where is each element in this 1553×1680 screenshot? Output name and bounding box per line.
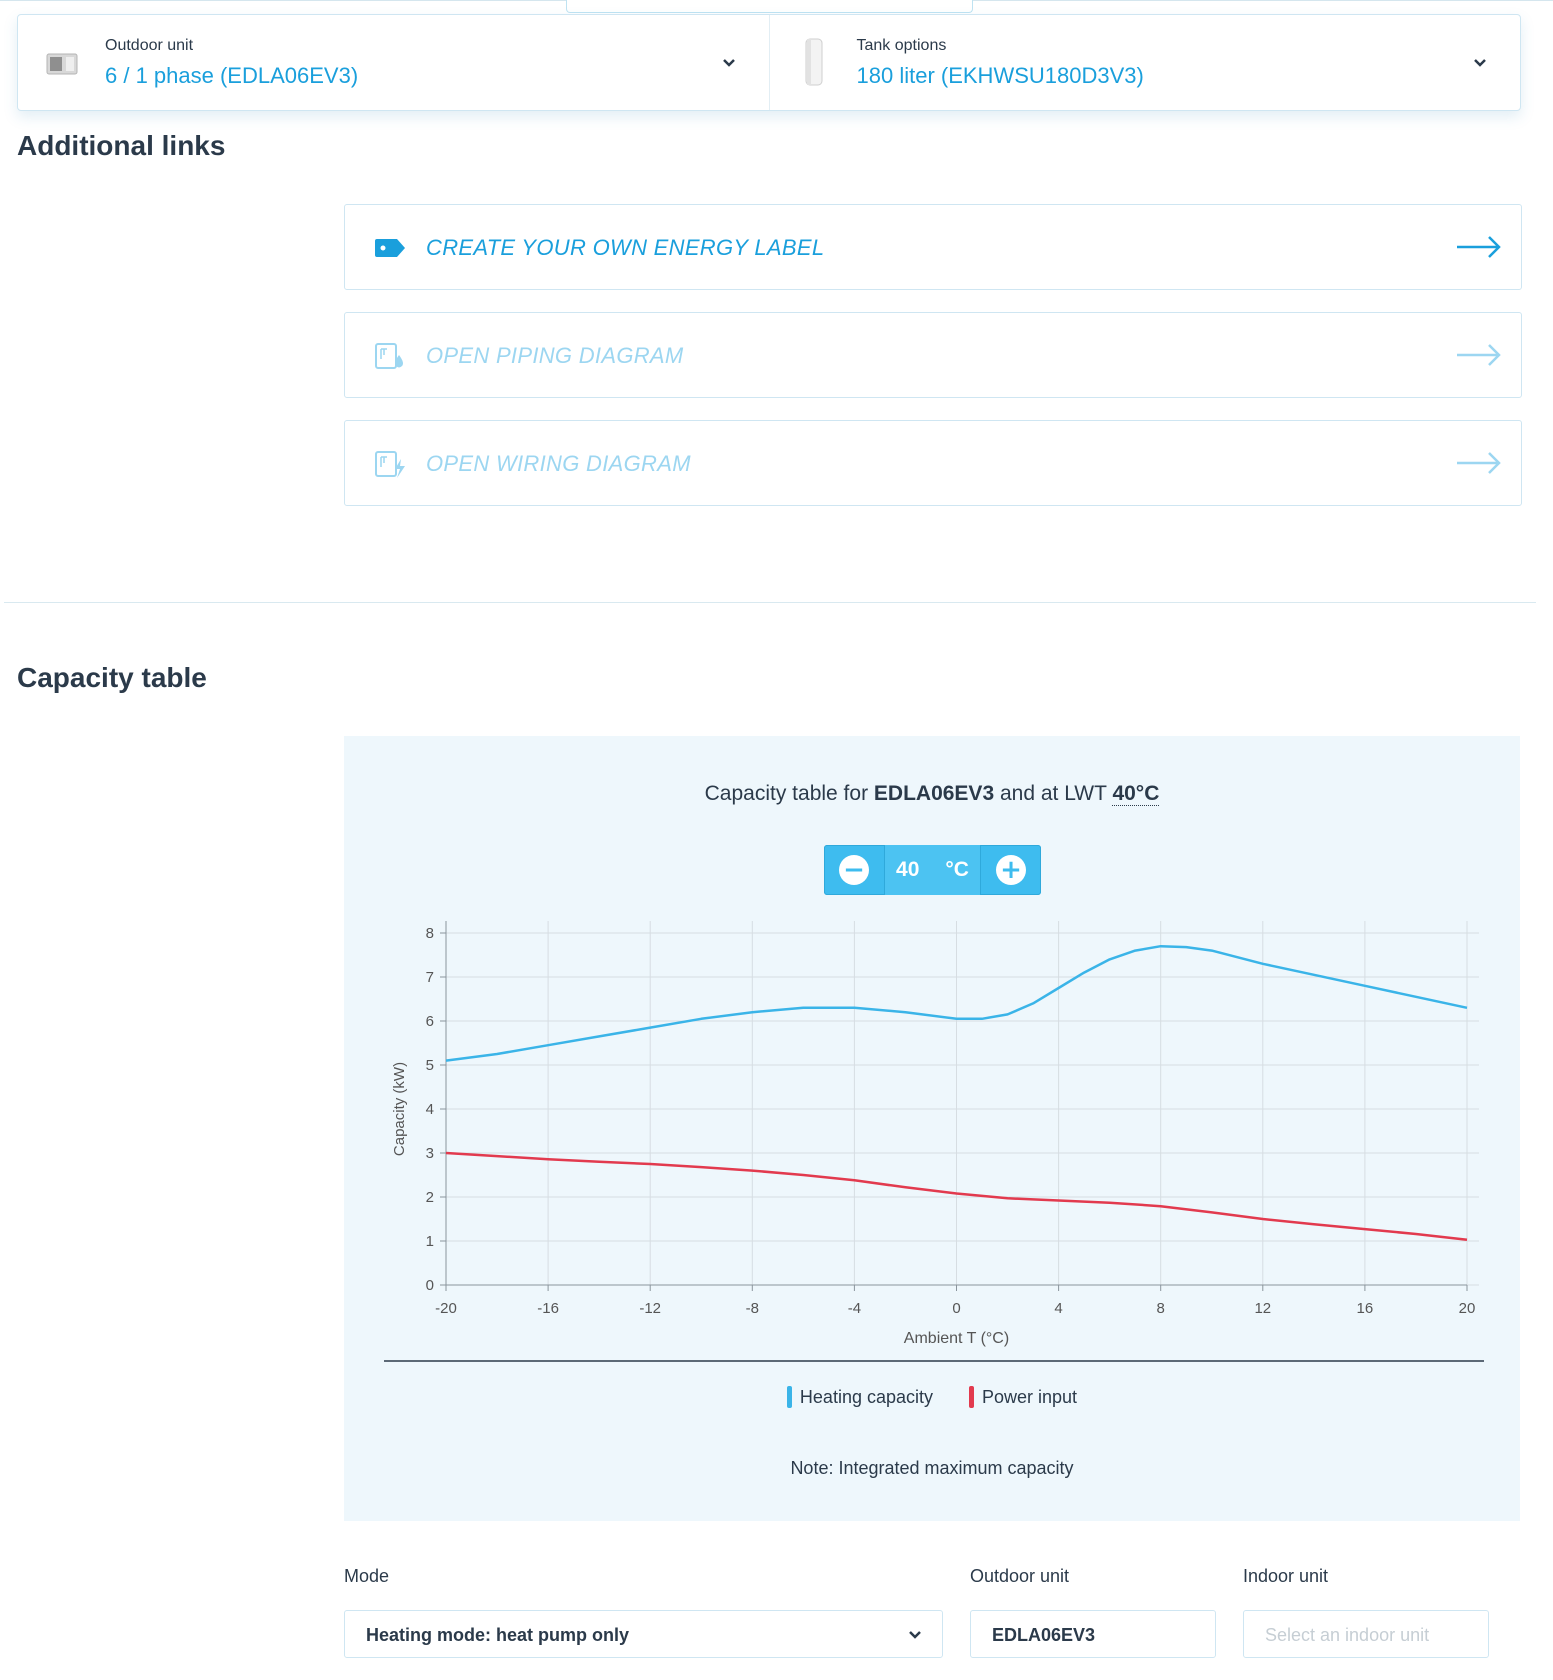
- legend-swatch-power: [969, 1386, 974, 1408]
- outdoor-unit-field-value: EDLA06EV3: [992, 1625, 1096, 1645]
- piping-diagram-link-text: OPEN PIPING DIAGRAM: [426, 343, 684, 368]
- y-axis-label: Capacity (kW): [391, 1062, 408, 1156]
- legend-label-power: Power input: [982, 1386, 1078, 1407]
- x-tick-label: -4: [848, 1300, 861, 1317]
- stepper-display: 40 °C: [884, 845, 981, 895]
- x-tick-label: 16: [1357, 1300, 1374, 1317]
- decrease-button[interactable]: −: [824, 845, 884, 895]
- top-tab[interactable]: [566, 0, 973, 13]
- outdoor-unit-selector[interactable]: Outdoor unit 6 / 1 phase (EDLA06EV3): [18, 15, 769, 110]
- chart-title-model: EDLA06EV3: [873, 782, 995, 805]
- series-line-power-input: [445, 1151, 1468, 1241]
- y-tick-label: 3: [426, 1145, 434, 1162]
- outdoor-unit-label: Outdoor unit: [105, 37, 194, 54]
- plot-area: [446, 921, 1479, 1285]
- mode-label: Mode: [344, 1566, 390, 1586]
- y-tick-label: 1: [426, 1233, 434, 1250]
- product-selector-bar: Outdoor unit 6 / 1 phase (EDLA06EV3) Tan…: [17, 14, 1521, 111]
- chart-title: Capacity table for EDLA06EV3 and at LWT …: [344, 782, 1520, 806]
- indoor-unit-field[interactable]: Select an indoor unit: [1243, 1610, 1489, 1658]
- piping-diagram-link[interactable]: OPEN PIPING DIAGRAM: [344, 312, 1522, 398]
- wiring-diagram-link-text: OPEN WIRING DIAGRAM: [426, 451, 691, 476]
- additional-links-heading: Additional links: [17, 130, 226, 161]
- arrow-right-icon: [1457, 452, 1501, 474]
- legend-heating-capacity[interactable]: Heating capacity: [786, 1386, 933, 1408]
- x-tick-label: 8: [1157, 1300, 1165, 1317]
- arrow-right-icon: [1457, 344, 1501, 366]
- x-tick-label: -16: [537, 1300, 559, 1317]
- y-tick-label: 2: [426, 1189, 434, 1206]
- section-divider: [4, 602, 1536, 603]
- energy-label-link-text: CREATE YOUR OWN ENERGY LABEL: [426, 235, 825, 260]
- wiring-diagram-link[interactable]: OPEN WIRING DIAGRAM: [344, 420, 1522, 506]
- piping-diagram-icon: [375, 343, 403, 369]
- y-tick-label: 4: [426, 1101, 434, 1118]
- outdoor-unit-field-label: Outdoor unit: [970, 1566, 1070, 1586]
- mode-value: Heating mode: heat pump only: [366, 1625, 630, 1645]
- x-tick-label: -20: [435, 1300, 457, 1317]
- legend-power-input[interactable]: Power input: [969, 1386, 1077, 1408]
- tank-options-label: Tank options: [856, 37, 947, 54]
- lwt-stepper: − 40 °C +: [824, 845, 1041, 895]
- y-tick-label: 5: [426, 1057, 434, 1074]
- legend-swatch-heating: [786, 1386, 792, 1408]
- tag-icon: [375, 239, 405, 257]
- tank-options-value[interactable]: 180 liter (EKHWSU180D3V3): [856, 63, 1144, 88]
- y-tick-label: 8: [426, 925, 434, 942]
- capacity-chart-panel: Capacity table for EDLA06EV3 and at LWT …: [344, 736, 1520, 1521]
- x-axis-label: Ambient T (°C): [904, 1330, 1009, 1347]
- stepper-value: 40: [896, 858, 920, 881]
- x-tick-label: 0: [952, 1300, 960, 1317]
- energy-label-link[interactable]: CREATE YOUR OWN ENERGY LABEL: [344, 204, 1522, 290]
- x-tick-label: -8: [746, 1300, 759, 1317]
- chart-note: Note: Integrated maximum capacity: [790, 1458, 1074, 1478]
- wiring-diagram-icon: [375, 451, 405, 478]
- chart-title-prefix: Capacity table for: [704, 782, 869, 805]
- legend-label-heating: Heating capacity: [799, 1386, 933, 1407]
- tank-options-selector[interactable]: Tank options 180 liter (EKHWSU180D3V3): [768, 15, 1521, 110]
- chart-title-lwt[interactable]: 40°C: [1112, 782, 1160, 806]
- outdoor-unit-field[interactable]: EDLA06EV3: [970, 1610, 1216, 1658]
- arrow-right-icon: [1457, 236, 1501, 258]
- indoor-unit-placeholder: Select an indoor unit: [1265, 1625, 1430, 1645]
- y-tick-label: 6: [426, 1013, 434, 1030]
- capacity-table-heading: Capacity table: [17, 662, 207, 693]
- chevron-down-icon[interactable]: [719, 53, 739, 73]
- chart-title-mid: and at LWT: [999, 782, 1107, 805]
- mode-select[interactable]: Heating mode: heat pump only: [344, 1610, 943, 1658]
- chevron-down-icon: [909, 1631, 921, 1639]
- increase-button[interactable]: +: [981, 845, 1041, 895]
- x-tick-label: 4: [1054, 1300, 1062, 1317]
- tank-image: [805, 38, 822, 86]
- chart-legend: Heating capacity Power input: [344, 1386, 1520, 1408]
- y-tick-label: 7: [426, 969, 434, 986]
- chevron-down-icon[interactable]: [1470, 53, 1490, 73]
- x-tick-label: 12: [1254, 1300, 1271, 1317]
- x-tick-label: 20: [1459, 1300, 1476, 1317]
- stepper-unit: °C: [945, 858, 969, 881]
- y-tick-label: 0: [426, 1277, 434, 1294]
- minus-icon: −: [839, 855, 869, 885]
- plus-icon: +: [996, 855, 1026, 885]
- series-line-heating-capacity: [445, 944, 1468, 1062]
- outdoor-unit-image: [46, 53, 78, 75]
- x-tick-label: -12: [639, 1300, 661, 1317]
- indoor-unit-field-label: Indoor unit: [1243, 1566, 1329, 1586]
- outdoor-unit-value[interactable]: 6 / 1 phase (EDLA06EV3): [105, 63, 359, 88]
